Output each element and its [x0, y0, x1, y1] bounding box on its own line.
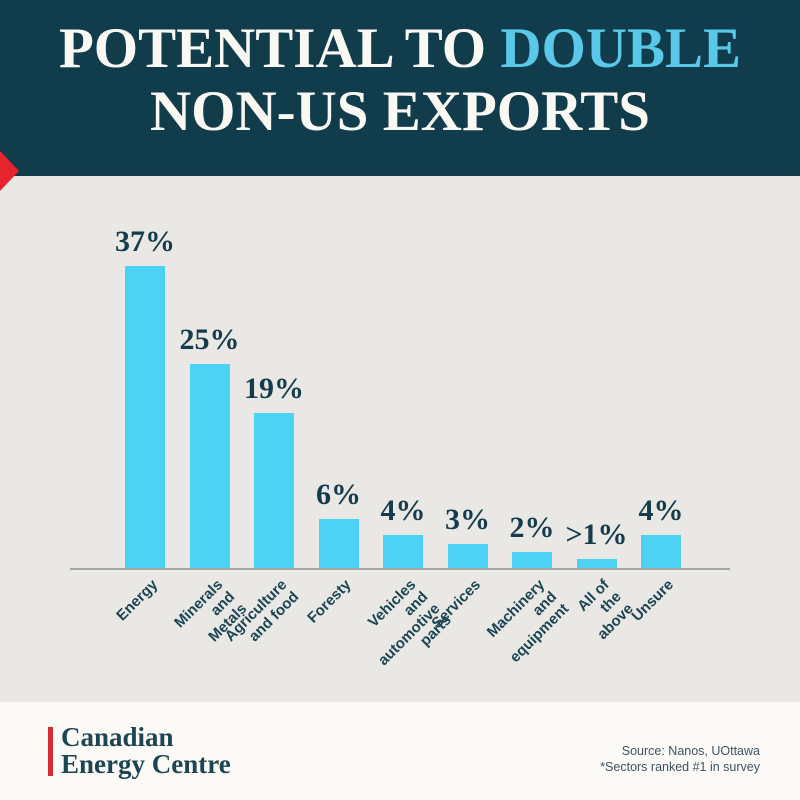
bar-value-label: 4% — [380, 494, 426, 528]
bar — [383, 535, 423, 568]
footer: Canadian Energy Centre Source: Nanos, UO… — [0, 702, 800, 800]
header-banner: POTENTIAL TO DOUBLE NON-US EXPORTS — [0, 0, 800, 176]
x-tick-label: Services — [428, 576, 484, 632]
bar-value-label: 4% — [638, 494, 684, 528]
source-line2: *Sectors ranked #1 in survey — [600, 759, 760, 774]
bar-chart: 37% Energy 25% Minerals and Metals 19% Agricu… — [0, 176, 800, 702]
source-note: Source: Nanos, UOttawa *Sectors ranked #… — [600, 744, 760, 775]
bar — [189, 364, 230, 568]
title-accent-word: DOUBLE — [500, 17, 742, 80]
bar — [125, 266, 165, 568]
bar — [318, 519, 359, 568]
bar — [447, 543, 488, 568]
bar-value-label: 25% — [179, 323, 240, 357]
bar-value-label: 2% — [509, 510, 555, 544]
logo-text: Canadian Energy Centre — [61, 724, 231, 778]
x-axis-line — [70, 568, 730, 570]
bar-value-label: >1% — [565, 518, 628, 551]
logo-line2: Energy Centre — [61, 749, 231, 779]
bar — [254, 413, 294, 568]
chart-panel: 37% Energy 25% Minerals and Metals 19% Agricu… — [0, 176, 800, 702]
logo-line1: Canadian — [61, 722, 174, 752]
title-line1: POTENTIAL TO DOUBLE — [0, 17, 800, 81]
title-line2: NON-US EXPORTS — [150, 79, 650, 143]
bar-value-label: 6% — [316, 478, 361, 512]
page-title: POTENTIAL TO DOUBLE NON-US EXPORTS — [0, 0, 800, 143]
bar — [641, 535, 681, 568]
bar-value-label: 37% — [115, 225, 175, 259]
x-tick-label: Unsure — [628, 576, 678, 625]
red-ribbon-icon — [0, 151, 19, 191]
bar — [576, 559, 617, 568]
x-tick-label: All of the above — [574, 576, 637, 643]
source-line1: Source: Nanos, UOttawa — [621, 744, 760, 758]
x-tick-label: Machinery and equipment — [483, 576, 573, 666]
title-prefix: POTENTIAL TO — [58, 17, 501, 80]
cec-logo: Canadian Energy Centre — [48, 724, 231, 778]
x-tick-label: Energy — [113, 576, 162, 625]
x-tick-label: Foresty — [304, 576, 355, 627]
bar-value-label: 3% — [445, 502, 490, 536]
bar-value-label: 19% — [244, 372, 304, 406]
logo-red-bar-icon — [48, 727, 53, 776]
bar — [512, 551, 552, 568]
